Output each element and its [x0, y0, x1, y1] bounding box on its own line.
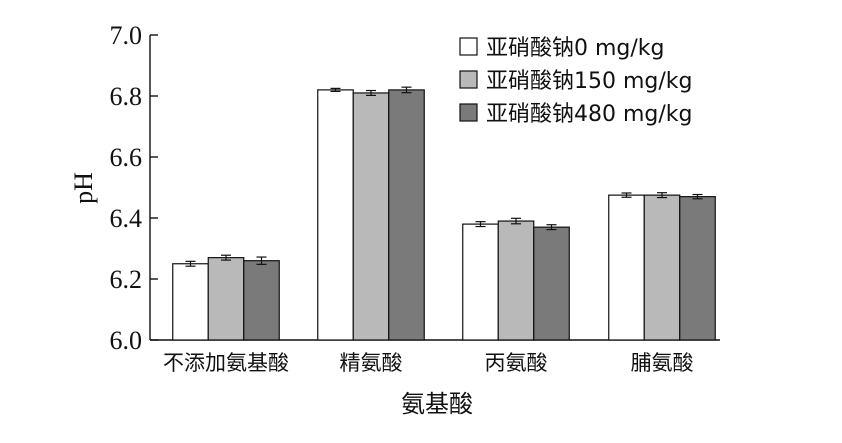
- x-tick-label: 不添加氨基酸: [163, 351, 289, 375]
- bar: [497, 220, 535, 341]
- y-tick-label: 7.0: [110, 21, 143, 50]
- x-tick-label: 丙氨酸: [485, 351, 548, 375]
- bar: [533, 226, 570, 341]
- x-axis-label: 氨基酸: [401, 390, 473, 418]
- y-axis-label: pH: [69, 172, 98, 204]
- legend-label: 亚硝酸钠150 mg/kg: [486, 69, 693, 94]
- bar: [608, 194, 645, 341]
- y-tick-label: 6.8: [110, 82, 143, 111]
- y-tick-label: 6.4: [110, 204, 143, 233]
- y-tick-label: 6.6: [110, 143, 143, 172]
- bar: [207, 257, 245, 341]
- legend-swatch: [459, 37, 478, 56]
- bar: [243, 260, 280, 341]
- y-ticks: 6.0 6.2 6.4 6.6 6.8 7.0: [110, 21, 158, 355]
- bar: [679, 196, 716, 341]
- legend-label: 亚硝酸钠0 mg/kg: [486, 36, 665, 61]
- bar: [172, 263, 209, 341]
- y-tick-label: 6.2: [110, 265, 143, 294]
- x-tick-label: 脯氨酸: [631, 351, 694, 375]
- bar: [352, 92, 390, 341]
- x-tick-label: 精氨酸: [340, 351, 403, 375]
- bar: [317, 89, 354, 341]
- bar: [462, 223, 499, 341]
- bar: [388, 89, 425, 341]
- bars-group: [172, 86, 716, 341]
- legend-label: 亚硝酸钠480 mg/kg: [486, 102, 693, 127]
- legend-swatch: [459, 70, 478, 89]
- legend: 亚硝酸钠0 mg/kg 亚硝酸钠150 mg/kg 亚硝酸钠480 mg/kg: [459, 36, 693, 127]
- bar: [643, 194, 681, 341]
- y-tick-label: 6.0: [110, 326, 143, 355]
- x-ticks: 不添加氨基酸 精氨酸 丙氨酸 脯氨酸: [163, 351, 694, 375]
- legend-swatch: [459, 103, 478, 122]
